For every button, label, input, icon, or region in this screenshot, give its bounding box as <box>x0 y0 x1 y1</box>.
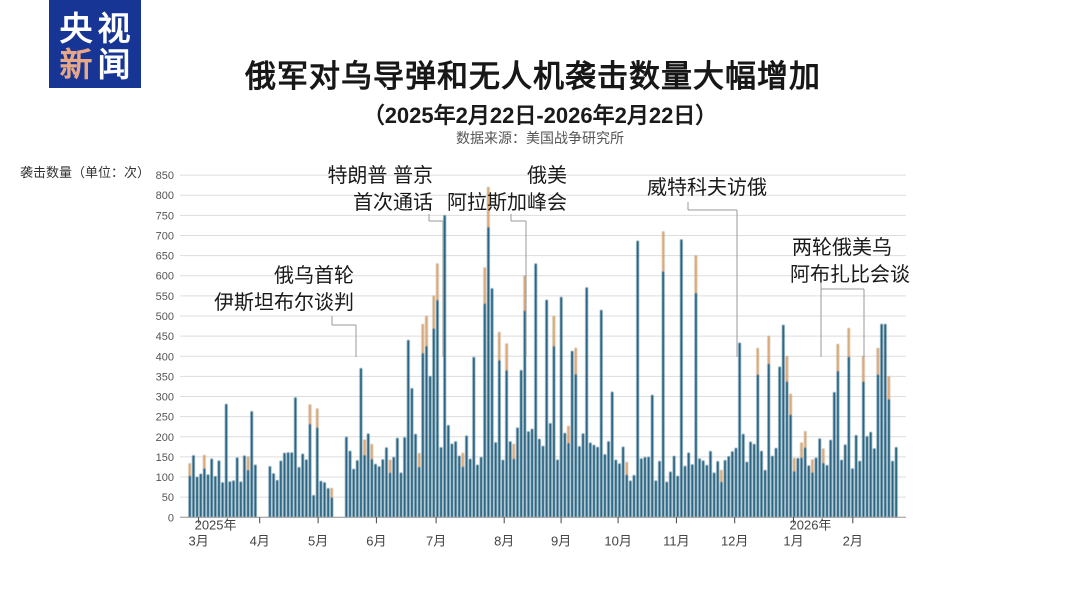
svg-text:550: 550 <box>156 291 174 303</box>
svg-text:6月: 6月 <box>366 533 386 548</box>
svg-text:阿拉斯加峰会: 阿拉斯加峰会 <box>447 191 567 214</box>
svg-text:5月: 5月 <box>308 533 328 548</box>
svg-text:4月: 4月 <box>250 533 270 548</box>
svg-text:100: 100 <box>156 472 174 484</box>
svg-text:450: 450 <box>156 331 174 343</box>
svg-text:850: 850 <box>156 170 174 182</box>
svg-text:7月: 7月 <box>426 533 446 548</box>
svg-text:俄乌首轮: 俄乌首轮 <box>274 264 354 287</box>
svg-text:750: 750 <box>156 210 174 222</box>
svg-text:150: 150 <box>156 452 174 464</box>
svg-text:200: 200 <box>156 432 174 444</box>
svg-text:250: 250 <box>156 412 174 424</box>
svg-text:8月: 8月 <box>494 533 514 548</box>
svg-text:央: 央 <box>60 10 94 47</box>
svg-text:特朗普 普京: 特朗普 普京 <box>327 164 433 187</box>
svg-text:两轮俄美乌: 两轮俄美乌 <box>792 236 892 259</box>
svg-text:700: 700 <box>156 230 174 242</box>
svg-text:首次通话: 首次通话 <box>353 191 433 214</box>
svg-text:2026年: 2026年 <box>790 517 832 532</box>
svg-text:350: 350 <box>156 371 174 383</box>
svg-text:50: 50 <box>162 492 174 504</box>
svg-text:阿布扎比会谈: 阿布扎比会谈 <box>790 263 910 286</box>
svg-text:2025年: 2025年 <box>195 517 237 532</box>
svg-text:9月: 9月 <box>551 533 571 548</box>
svg-text:12月: 12月 <box>721 533 748 548</box>
svg-text:0: 0 <box>168 512 174 524</box>
svg-text:400: 400 <box>156 351 174 363</box>
svg-text:1月: 1月 <box>783 533 803 548</box>
svg-text:600: 600 <box>156 271 174 283</box>
svg-text:俄美: 俄美 <box>527 164 567 187</box>
svg-text:650: 650 <box>156 251 174 263</box>
svg-text:3月: 3月 <box>188 533 208 548</box>
svg-text:11月: 11月 <box>663 533 690 548</box>
svg-text:2月: 2月 <box>843 533 863 548</box>
svg-text:威特科夫访俄: 威特科夫访俄 <box>647 176 767 199</box>
svg-text:300: 300 <box>156 392 174 404</box>
svg-text:10月: 10月 <box>604 533 631 548</box>
svg-text:800: 800 <box>156 190 174 202</box>
svg-text:500: 500 <box>156 311 174 323</box>
svg-text:视: 视 <box>98 10 131 47</box>
svg-text:伊斯坦布尔谈判: 伊斯坦布尔谈判 <box>214 291 354 314</box>
